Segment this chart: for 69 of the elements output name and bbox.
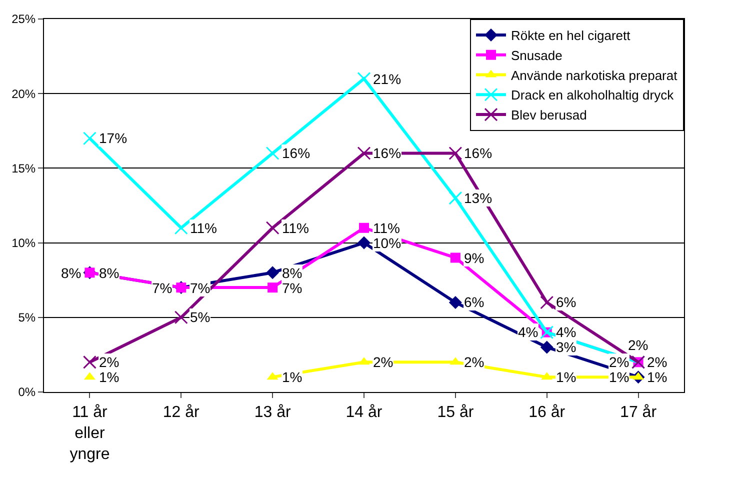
data-label: 6% <box>556 294 576 310</box>
data-label: 7% <box>190 280 210 296</box>
y-tick-label: 25% <box>12 12 36 26</box>
data-label: 2% <box>99 354 120 370</box>
x-tick-label: 14 år <box>346 404 383 422</box>
data-label: 10% <box>373 235 402 251</box>
legend-label: Snusade <box>511 48 562 63</box>
point <box>174 221 188 235</box>
point <box>82 355 96 369</box>
y-tick-label: 0% <box>18 385 36 400</box>
data-label: 2% <box>628 337 648 353</box>
data-label: 16% <box>282 145 310 161</box>
point <box>82 132 96 146</box>
point <box>266 266 280 280</box>
point <box>174 310 188 324</box>
data-label: 6% <box>464 294 484 310</box>
data-label: 8% <box>99 265 120 281</box>
data-label: 8% <box>61 265 82 281</box>
point <box>448 191 462 205</box>
data-label: 3% <box>556 339 576 355</box>
data-label: 2% <box>464 354 484 370</box>
data-label: 1% <box>99 369 120 385</box>
data-label: 4% <box>518 324 538 340</box>
x-tick-label: 15 år <box>437 404 474 422</box>
data-label: 2% <box>373 354 394 370</box>
y-tick-label: 10% <box>12 236 36 250</box>
point <box>266 146 280 160</box>
data-label: 1% <box>282 369 302 385</box>
data-label: 9% <box>464 250 484 266</box>
data-label: 1% <box>609 369 630 385</box>
data-label: 11% <box>282 220 309 236</box>
x-tick-label: 17 år <box>620 404 658 422</box>
point <box>358 236 370 250</box>
data-label: 13% <box>464 190 492 206</box>
legend-label: Använde narkotiska preparat <box>511 68 678 83</box>
point <box>540 340 554 354</box>
point <box>448 296 462 309</box>
legend-label: Blev berusad <box>511 108 587 123</box>
legend-label: Rökte en hel cigarett <box>511 28 631 44</box>
x-tick-label: 16 år <box>528 404 566 422</box>
point <box>448 146 462 160</box>
data-label: 16% <box>373 145 402 161</box>
x-tick-label: 13 år <box>254 404 292 422</box>
data-label: 1% <box>556 369 576 385</box>
data-label: 11% <box>373 220 400 236</box>
data-label: 2% <box>609 354 630 370</box>
x-tick-label: 12 år <box>162 404 200 422</box>
y-tick-label: 15% <box>12 161 36 176</box>
data-label: 7% <box>152 280 172 296</box>
point <box>357 146 371 160</box>
data-label: 5% <box>190 309 210 325</box>
data-label: 16% <box>464 145 492 161</box>
data-label: 11% <box>190 220 217 236</box>
point <box>357 72 371 86</box>
data-label: 7% <box>282 280 302 296</box>
y-tick-label: 20% <box>12 86 36 101</box>
point <box>450 252 460 263</box>
x-tick-label: 11 år eller yngre <box>70 404 110 463</box>
point <box>540 296 554 310</box>
data-label: 1% <box>647 369 668 385</box>
legend-label: Drack en alkoholhaltig dryck <box>511 88 674 103</box>
data-label: 21% <box>373 71 402 87</box>
point <box>359 222 369 233</box>
data-label: 4% <box>556 324 576 340</box>
data-label: 8% <box>282 265 302 281</box>
data-label: 17% <box>99 130 128 146</box>
point <box>268 282 278 293</box>
data-label: 2% <box>647 354 668 370</box>
y-tick-label: 5% <box>18 310 36 325</box>
